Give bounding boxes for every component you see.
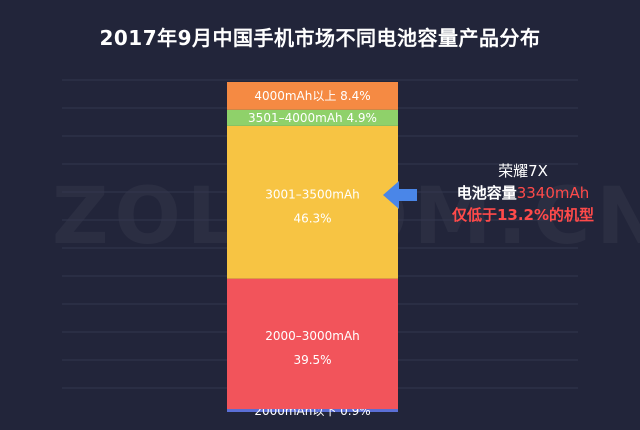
bar-segment-1 [227, 278, 398, 410]
bar-segment-2 [227, 125, 398, 279]
segment-label-4: 4000mAh以上 8.4% [254, 89, 370, 103]
segment-value-1: 39.5% [293, 353, 331, 367]
arrow-left-icon [383, 181, 417, 209]
segment-label-3: 3501–4000mAh 4.9% [248, 111, 377, 125]
annotation-capacity: 电池容量3340mAh [418, 182, 628, 204]
annotation-comparison: 仅低于13.2%的机型 [451, 206, 595, 224]
annotation-capacity-prefix: 电池容量 [456, 184, 517, 202]
segment-value-2: 46.3% [293, 211, 331, 225]
segment-label-1: 2000–3000mAh [265, 329, 360, 343]
chart-title: 2017年9月中国手机市场不同电池容量产品分布 [99, 26, 541, 50]
annotation-callout: 荣耀7X 电池容量3340mAh 仅低于13.2%的机型 [418, 160, 628, 226]
bar-segment-0 [227, 409, 398, 412]
annotation-capacity-value: 3340mAh [516, 184, 590, 202]
segment-label-2: 3001–3500mAh [265, 187, 360, 201]
bar-segment-3 [227, 109, 398, 126]
bar-segment-4 [227, 82, 398, 110]
annotation-device: 荣耀7X [498, 162, 548, 180]
